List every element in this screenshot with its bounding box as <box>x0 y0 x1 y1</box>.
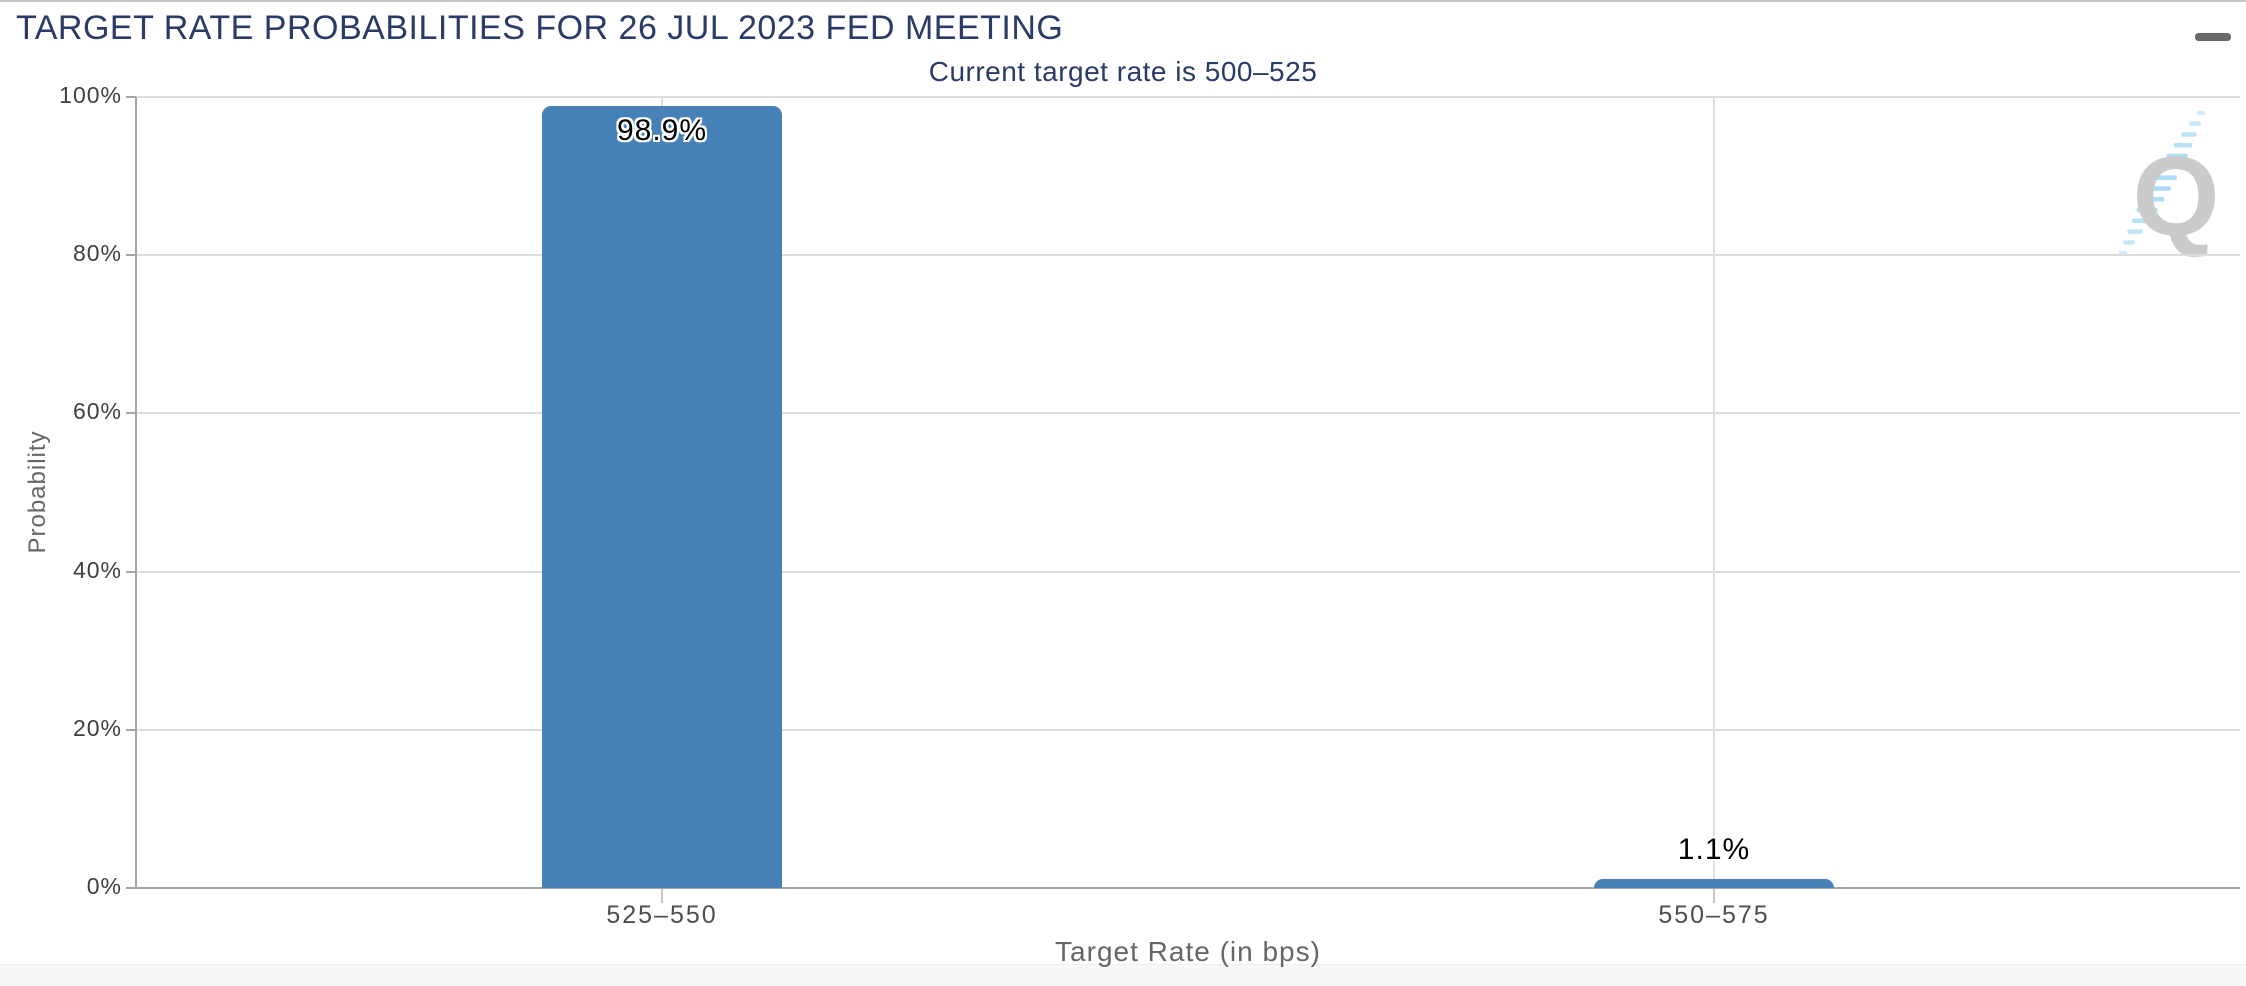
y-gridline <box>136 728 2240 731</box>
top-border <box>0 0 2246 2</box>
y-axis-tick <box>126 412 136 415</box>
y-tick-label: 0% <box>86 873 122 899</box>
bar-525-550[interactable] <box>542 105 782 888</box>
watermark-q-letter: Q <box>2132 134 2219 259</box>
y-axis-line <box>135 97 137 888</box>
bar-value-label: 98.9% <box>616 113 708 147</box>
y-tick-label: 40% <box>72 556 122 583</box>
y-axis-title: Probability <box>24 430 51 554</box>
y-gridline <box>136 570 2240 573</box>
x-category-label: 525–550 <box>606 901 718 929</box>
footer-strip <box>0 964 2246 986</box>
y-tick-label: 20% <box>72 714 122 741</box>
y-axis-tick <box>126 254 136 257</box>
y-gridline <box>136 254 2240 257</box>
x-axis-title: Target Rate (in bps) <box>1055 936 1321 967</box>
y-axis-tick <box>126 570 136 573</box>
chart-title: TARGET RATE PROBABILITIES FOR 26 JUL 202… <box>16 9 1064 47</box>
x-gridline <box>1713 97 1715 888</box>
y-tick-label: 100% <box>59 82 122 108</box>
y-axis-tick <box>126 887 136 889</box>
x-category-label: 550–575 <box>1658 901 1770 929</box>
y-gridline <box>136 412 2240 415</box>
bar-value-label: 1.1% <box>1677 833 1751 867</box>
x-axis-line <box>135 887 2240 889</box>
x-axis-tick <box>661 889 663 903</box>
quikstrike-watermark-logo: Q <box>2119 110 2220 259</box>
watermark-dashes <box>2119 110 2205 256</box>
hamburger-menu-icon[interactable] <box>2195 33 2231 63</box>
y-axis-tick <box>126 728 136 731</box>
x-axis-tick <box>1713 889 1715 903</box>
y-tick-label: 80% <box>72 240 122 267</box>
bar-550-575[interactable] <box>1594 879 1834 888</box>
chart-subtitle: Current target rate is 500–525 <box>928 56 1318 87</box>
y-axis-tick <box>126 96 136 98</box>
hamburger-bar <box>2195 33 2231 41</box>
y-tick-label: 60% <box>72 398 122 425</box>
y-gridline <box>136 96 2240 98</box>
